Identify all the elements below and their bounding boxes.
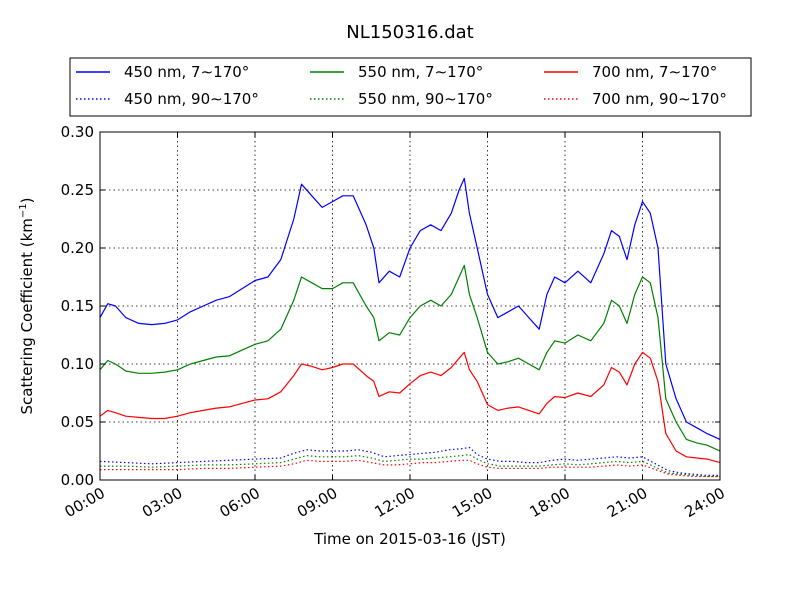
- y-tick-label: 0.05: [61, 413, 94, 431]
- legend-label: 450 nm, 7∼170°: [124, 63, 249, 81]
- series-line-4: [99, 446, 720, 476]
- legend-label: 700 nm, 90∼170°: [592, 90, 727, 108]
- series-line-5: [100, 453, 720, 478]
- legend-entries: 450 nm, 7∼170° 550 nm, 7∼170° 700 nm, 7∼17…: [76, 63, 727, 108]
- legend-frame: [69, 57, 752, 117]
- y-tick-label: 0.00: [61, 471, 94, 489]
- series-line-1: [99, 177, 721, 440]
- series-line-2: [99, 264, 721, 452]
- y-axis-label-exponent: −1: [18, 203, 29, 218]
- chart-title: NL150316.dat: [346, 22, 473, 43]
- series-line-6: [100, 459, 720, 478]
- y-axis-label-close: ): [18, 197, 36, 203]
- y-axis-label: Scattering Coefficient (km−1): [18, 197, 36, 414]
- legend-label: 450 nm, 90∼170°: [124, 90, 259, 108]
- y-axis-label-main: Scattering Coefficient (km: [18, 218, 36, 414]
- y-tick-label: 0.10: [61, 355, 94, 373]
- legend: 450 nm, 7∼170° 550 nm, 7∼170° 700 nm, 7∼17…: [69, 57, 752, 117]
- y-tick-label: 0.25: [61, 181, 94, 199]
- legend-label: 700 nm, 7∼170°: [592, 63, 717, 81]
- series-line-3: [99, 351, 721, 464]
- x-axis-label: Time on 2015-03-16 (JST): [313, 530, 506, 548]
- legend-label: 550 nm, 7∼170°: [358, 63, 483, 81]
- series-lines: [99, 177, 721, 478]
- y-tick-label: 0.30: [61, 123, 94, 141]
- y-tick-label: 0.15: [61, 297, 94, 315]
- y-tick-label: 0.20: [61, 239, 94, 257]
- legend-label: 550 nm, 90∼170°: [358, 90, 493, 108]
